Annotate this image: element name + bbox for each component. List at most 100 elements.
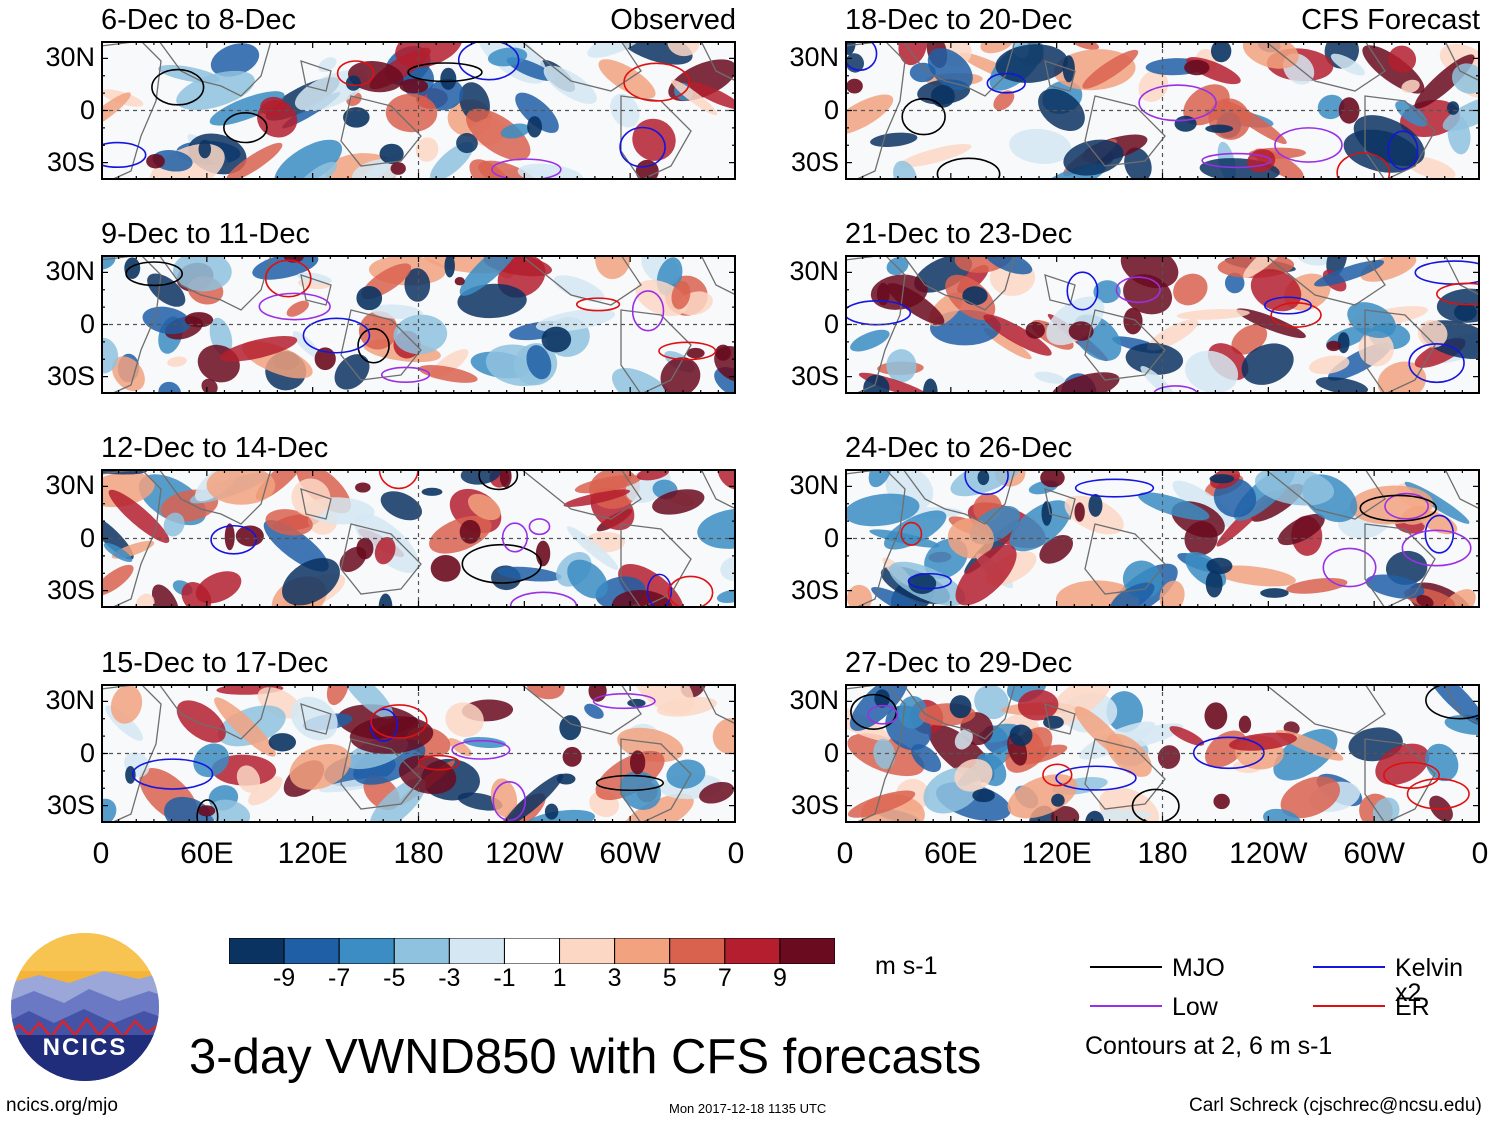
- anomaly-blob: [1228, 732, 1297, 751]
- contour-line: [461, 543, 542, 584]
- anomaly-blob: [1315, 376, 1369, 394]
- anomaly-blob: [543, 65, 597, 104]
- anomaly-core: [1337, 332, 1350, 354]
- panel-title: 18-Dec to 20-Dec: [845, 4, 1073, 36]
- anomaly-core: [444, 255, 455, 278]
- contour-line: [1263, 296, 1312, 315]
- coastline: [340, 738, 422, 810]
- anomaly-blob: [671, 79, 718, 116]
- coastline: [101, 41, 162, 180]
- contour-line: [1383, 761, 1440, 789]
- anomaly-core: [1009, 724, 1033, 747]
- anomaly-blob: [457, 283, 527, 319]
- anomaly-core: [1238, 715, 1252, 734]
- anomaly-blob: [248, 776, 283, 806]
- anomaly-blob: [1091, 809, 1152, 821]
- anomaly-blob: [954, 759, 993, 792]
- lat-tick-label: 30S: [46, 146, 95, 177]
- contour-line: [478, 469, 519, 491]
- contour-line: [380, 366, 431, 383]
- anomaly-core: [499, 469, 512, 488]
- lon-tick-label: 0: [1471, 837, 1489, 870]
- anomaly-blob: [210, 43, 260, 77]
- legend-label: Kelvin x2: [1395, 954, 1464, 1007]
- contour-line: [131, 758, 214, 790]
- anomaly-core: [1074, 502, 1085, 522]
- contour-line: [900, 521, 923, 546]
- coastline: [340, 523, 422, 595]
- anomaly-core: [356, 285, 383, 311]
- anomaly-core: [874, 689, 890, 708]
- contour-line: [1066, 271, 1099, 311]
- coastline: [1364, 309, 1436, 394]
- lon-tick-label: 180: [1137, 837, 1188, 870]
- anomaly-blob: [1426, 684, 1480, 726]
- contour-line: [509, 591, 578, 608]
- colorbar-tick-label: 1: [552, 964, 567, 992]
- anomaly-blob: [1009, 128, 1072, 164]
- contour-line: [1042, 763, 1073, 787]
- anomaly-core: [343, 107, 370, 128]
- anomaly-blob: [1365, 574, 1425, 599]
- anomaly-blob: [525, 809, 596, 823]
- anomaly-core: [184, 312, 214, 328]
- anomaly-blob: [1317, 94, 1345, 120]
- contour-line: [369, 708, 399, 742]
- anomaly-core: [1260, 588, 1289, 598]
- anomaly-core: [1454, 303, 1477, 322]
- contour-line: [986, 72, 1026, 94]
- coastline: [340, 95, 422, 167]
- contour-line: [1192, 736, 1265, 770]
- anomaly-blob: [209, 799, 251, 823]
- anomaly-core: [962, 286, 988, 306]
- lat-tick-label: 30N: [789, 256, 839, 287]
- anomaly-core: [197, 805, 216, 817]
- colorbar-tick-label: 5: [662, 964, 677, 992]
- anomaly-blob: [1347, 302, 1396, 338]
- colorbar-tick-label: -7: [328, 964, 351, 992]
- anomaly-blob: [1308, 355, 1350, 375]
- anomaly-blob: [995, 44, 1068, 83]
- anomaly-blob: [1138, 70, 1169, 102]
- lat-tick-label: 30N: [45, 42, 95, 73]
- contour-line: [210, 524, 258, 555]
- anomaly-blob: [1138, 492, 1210, 521]
- anomaly-blob: [236, 765, 261, 793]
- coastline: [902, 41, 1016, 97]
- anomaly-blob: [563, 489, 631, 507]
- anomaly-blob: [466, 108, 531, 161]
- map-panel: [101, 684, 736, 823]
- coastline: [620, 738, 692, 823]
- contour-line: [901, 97, 946, 136]
- anomaly-blob: [289, 744, 352, 790]
- contour-line: [125, 261, 183, 287]
- anomaly-blob: [371, 304, 423, 320]
- contour-line: [1074, 478, 1155, 498]
- anomaly-core: [846, 78, 863, 94]
- anomaly-blob: [870, 132, 918, 147]
- anomaly-blob: [1280, 776, 1341, 819]
- anomaly-blob: [1125, 342, 1184, 375]
- anomaly-blob: [326, 684, 350, 706]
- anomaly-core: [1025, 321, 1045, 339]
- lat-tick-label: 30N: [789, 42, 839, 73]
- anomaly-blob: [1243, 255, 1291, 278]
- coastline: [158, 684, 272, 740]
- contour-line: [457, 41, 520, 81]
- site-url[interactable]: ncics.org/mjo: [6, 1095, 118, 1116]
- panel-title: 15-Dec to 17-Dec: [101, 647, 329, 679]
- anomaly-blob: [911, 744, 942, 773]
- anomaly-blob: [103, 542, 133, 562]
- anomaly-blob: [526, 345, 552, 380]
- anomaly-blob: [1250, 269, 1302, 312]
- anomaly-core: [1174, 115, 1197, 132]
- anomaly-blob: [297, 272, 332, 285]
- contour-line: [845, 41, 878, 71]
- anomaly-blob: [712, 717, 736, 754]
- anomaly-core: [430, 554, 461, 582]
- contour-line: [1270, 302, 1322, 328]
- anomaly-blob: [395, 41, 464, 68]
- anomaly-blob: [260, 96, 286, 116]
- anomaly-blob: [846, 584, 873, 608]
- lat-tick-label: 0: [823, 522, 839, 553]
